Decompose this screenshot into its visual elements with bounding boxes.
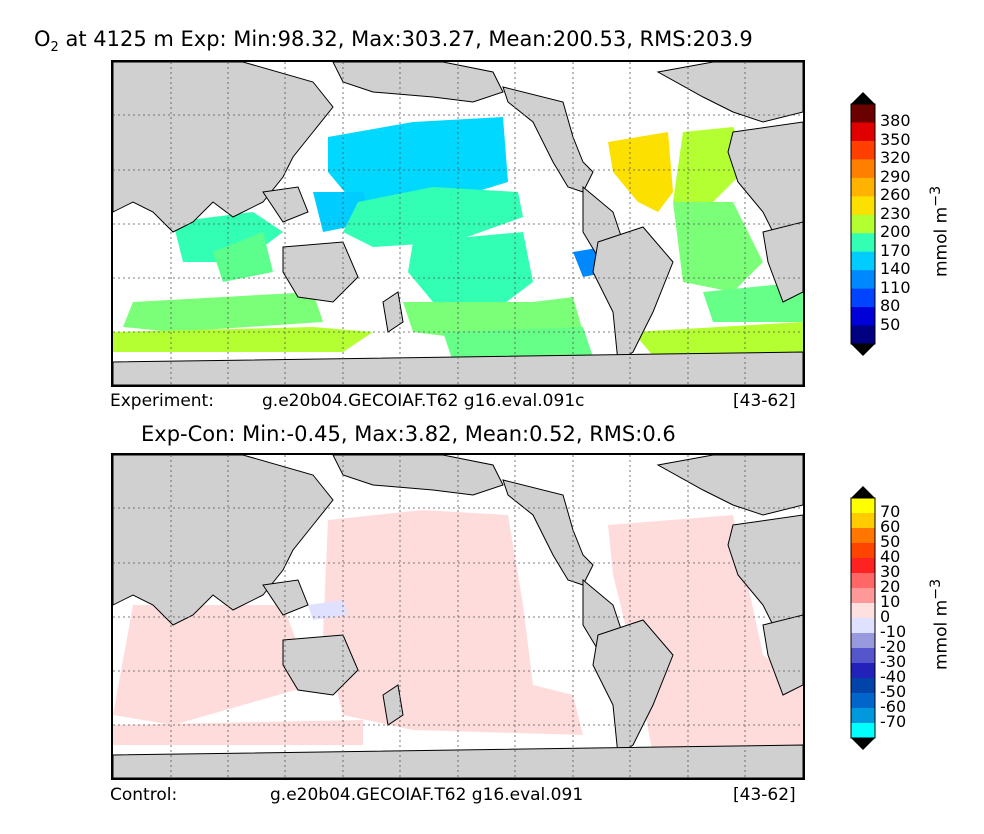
- experiment-colorbar-swatch: [851, 196, 875, 216]
- experiment-colorbar-swatch: [851, 251, 875, 271]
- experiment-colorbar-swatch: [851, 233, 875, 253]
- difference-colorbar-tick-label: 30: [880, 562, 901, 581]
- difference-colorbar-tick-label: -60: [880, 697, 907, 716]
- experiment-colorbar-swatch: [851, 288, 875, 308]
- difference-colorbar-swatch: [851, 708, 875, 724]
- control-label: Control:: [110, 785, 178, 805]
- experiment-colorbar-swatch: [851, 214, 875, 234]
- experiment-colorbar-swatch: [851, 140, 875, 160]
- experiment-colorbar-swatch: [851, 177, 875, 197]
- experiment-colorbar-tick-label: 140: [880, 259, 911, 279]
- difference-colorbar-tick-label: 60: [880, 517, 901, 536]
- experiment-colorbar-tick-label: 260: [880, 185, 911, 205]
- difference-colorbar-swatch: [851, 528, 875, 544]
- difference-colorbar-swatch: [851, 588, 875, 604]
- difference-colorbar-swatch: [851, 633, 875, 649]
- difference-colorbar-tick-label: -10: [880, 622, 907, 641]
- experiment-colorbar-swatch: [851, 159, 875, 179]
- control-year-range: [43-62]: [733, 785, 796, 805]
- experiment-colorbar-swatch: [851, 122, 875, 142]
- experiment-colorbar-frame: [850, 103, 876, 345]
- difference-colorbar-swatch: [851, 693, 875, 709]
- graticule-bottom: [113, 455, 803, 778]
- experiment-colorbar-tick-label: 170: [880, 240, 911, 260]
- difference-colorbar-swatch: [851, 618, 875, 634]
- experiment-colorbar-swatch: [851, 307, 875, 327]
- experiment-map: [111, 60, 805, 387]
- difference-colorbar-tick-label: -50: [880, 682, 907, 701]
- experiment-colorbar-tick-label: 320: [880, 148, 911, 168]
- difference-colorbar-frame: [850, 497, 876, 739]
- difference-colorbar-swatch: [851, 543, 875, 559]
- difference-colorbar-extend-min: [851, 738, 875, 750]
- difference-colorbar-swatch: [851, 663, 875, 679]
- difference-colorbar-tick-label: 50: [880, 532, 901, 551]
- difference-colorbar-swatch: [851, 678, 875, 694]
- experiment-colorbar-tick-label: 380: [880, 111, 911, 131]
- experiment-colorbar-tick-label: 50: [880, 314, 901, 334]
- difference-colorbar-graphic: [850, 486, 876, 750]
- continents-top: [113, 62, 803, 385]
- experiment-colorbar-swatch: [851, 325, 875, 345]
- difference-colorbar-swatch: [851, 498, 875, 514]
- experiment-colorbar-extend-min: [851, 344, 875, 356]
- experiment-colorbar-tick-label: 350: [880, 129, 911, 149]
- experiment-year-range: [43-62]: [733, 391, 796, 411]
- experiment-colorbar-tick-label: 290: [880, 166, 911, 186]
- difference-colorbar-tick-label: -70: [880, 712, 907, 731]
- difference-map-title: Exp-Con: Min:-0.45, Max:3.82, Mean:0.52,…: [141, 422, 676, 446]
- graticule-top: [113, 62, 803, 385]
- experiment-colorbar-tick-label: 110: [880, 277, 911, 297]
- difference-colorbar-tick-label: -20: [880, 637, 907, 656]
- experiment-colorbar-graphic: [850, 92, 876, 356]
- top-map-title: O2 at 4125 m Exp: Min:98.32, Max:303.27,…: [34, 27, 753, 56]
- experiment-colorbar-extend-max: [851, 92, 875, 104]
- difference-colorbar-unit: mmol m−3: [928, 578, 952, 670]
- difference-colorbar-swatch: [851, 723, 875, 739]
- experiment-colorbar-tick-label: 200: [880, 222, 911, 242]
- experiment-colorbar-swatch: [851, 104, 875, 123]
- difference-colorbar-tick-label: 10: [880, 592, 901, 611]
- experiment-colorbar-tick-label: 230: [880, 203, 911, 223]
- difference-map: [111, 453, 805, 780]
- experiment-colorbar-swatch: [851, 270, 875, 290]
- difference-colorbar-tick-label: 40: [880, 547, 901, 566]
- experiment-label: Experiment:: [110, 391, 214, 411]
- difference-colorbar-swatch: [851, 573, 875, 589]
- difference-colorbar-tick-label: -40: [880, 667, 907, 686]
- experiment-case-name: g.e20b04.GECOIAF.T62 g16.eval.091c: [262, 391, 585, 411]
- difference-colorbar-tick-label: 70: [880, 502, 901, 521]
- difference-colorbar-tick-label: 20: [880, 577, 901, 596]
- difference-colorbar-tick-label: 0: [880, 607, 891, 626]
- difference-colorbar-swatch: [851, 648, 875, 664]
- difference-colorbar-swatch: [851, 513, 875, 529]
- difference-colorbar-swatch: [851, 603, 875, 619]
- difference-colorbar-tick-label: -30: [880, 652, 907, 671]
- experiment-colorbar-unit: mmol m−3: [928, 185, 952, 277]
- continents-bottom: [113, 455, 803, 778]
- experiment-colorbar-tick-label: 80: [880, 296, 901, 316]
- difference-colorbar-swatch: [851, 558, 875, 574]
- difference-colorbar-extend-max: [851, 486, 875, 498]
- control-case-name: g.e20b04.GECOIAF.T62 g16.eval.091: [270, 785, 584, 805]
